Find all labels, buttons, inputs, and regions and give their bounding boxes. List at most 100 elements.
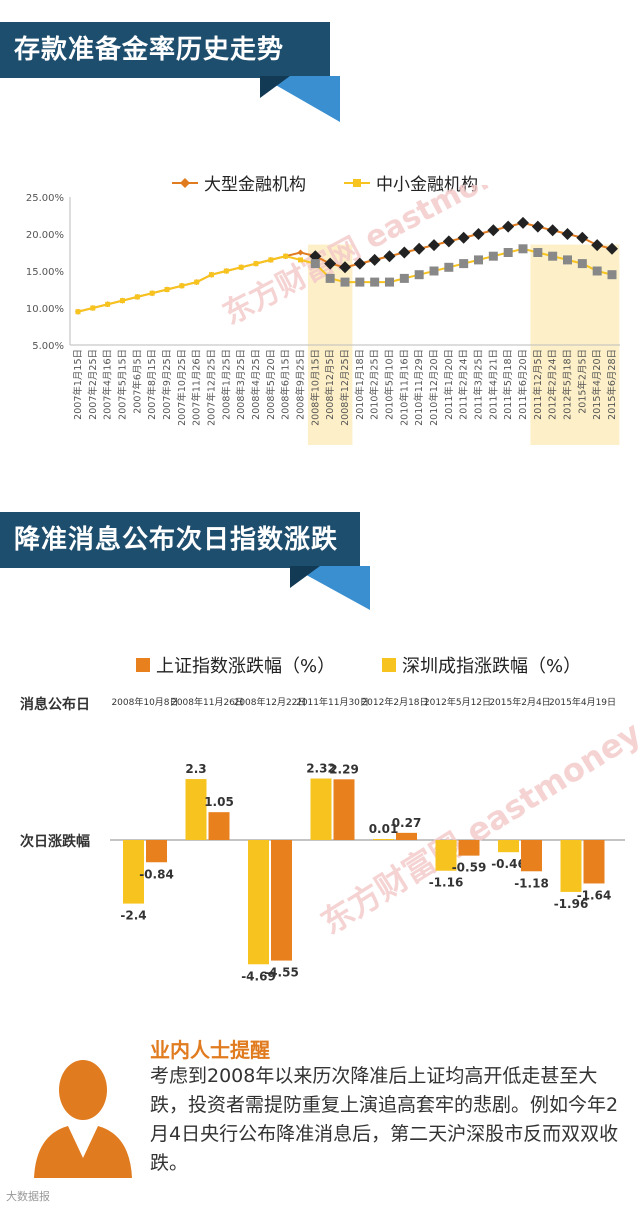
small-point [283, 253, 289, 259]
large-point [398, 246, 411, 259]
sz-bar-label: 0.01 [369, 822, 399, 836]
sz-bar [498, 840, 519, 853]
sh-bar [583, 840, 605, 884]
sz-bar-label: 2.32 [306, 762, 336, 776]
legend-sh-swatch [136, 658, 150, 672]
banner2-fold [290, 566, 370, 610]
section2-title: 降准消息公布次日指数涨跌 [14, 525, 339, 555]
sh-bar [396, 832, 417, 840]
large-point [442, 235, 455, 248]
sz-bar [560, 840, 582, 892]
legend-sz-swatch [382, 658, 396, 672]
small-point [179, 283, 185, 289]
small-point [75, 309, 81, 315]
date-label: 2011年11月30日 [296, 696, 369, 708]
x-tick-label: 2007年4月16日 [102, 349, 114, 420]
tip-title: 业内人士提醒 [150, 1038, 270, 1062]
large-point [457, 231, 470, 244]
x-tick-label: 2007年5月15日 [117, 349, 129, 420]
small-point [105, 301, 111, 307]
date-label: 2008年10月8日 [111, 696, 178, 708]
small-point [134, 294, 140, 300]
y-tick-label: 20.00% [26, 230, 64, 241]
small-point [399, 273, 409, 283]
small-point [253, 261, 259, 267]
small-point [459, 259, 469, 269]
large-point [353, 257, 366, 270]
sh-bar [333, 779, 355, 840]
small-point [370, 277, 380, 287]
small-point [223, 268, 229, 274]
small-point [209, 272, 214, 278]
sz-bar-label: -2.4 [120, 909, 146, 923]
large-point [383, 250, 396, 263]
sh-bar [458, 840, 480, 856]
large-point [517, 216, 529, 229]
sz-bar [435, 840, 457, 871]
date-label: 2015年4月19日 [549, 696, 616, 708]
x-tick-label: 2008年12月5日 [324, 349, 336, 420]
sz-bar-label: -0.46 [491, 857, 526, 871]
x-tick-label: 2011年2月24日 [458, 349, 470, 420]
large-point [368, 253, 381, 266]
section1-title: 存款准备金率历史走势 [14, 35, 285, 65]
large-point [297, 249, 304, 256]
x-tick-label: 2011年1月20日 [443, 349, 455, 420]
date-label: 2012年2月18日 [361, 696, 428, 708]
small-point [194, 279, 200, 285]
legend-sh-label: 上证指数涨跌幅（%） [156, 656, 336, 677]
x-tick-label: 2015年4月20日 [591, 349, 603, 420]
x-tick-label: 2007年8月15日 [146, 349, 158, 420]
x-tick-label: 2010年2月25日 [369, 349, 381, 420]
x-tick-label: 2011年12月5日 [532, 349, 544, 420]
x-tick-label: 2010年5月10日 [384, 349, 396, 420]
x-tick-label: 2015年2月5日 [576, 349, 588, 414]
legend-large-label: 大型金融机构 [204, 175, 306, 195]
sz-bar [373, 839, 394, 840]
small-point [268, 257, 274, 263]
x-tick-label: 2007年10月25日 [176, 349, 188, 426]
footer-source: 大数据报 [6, 1188, 50, 1204]
x-tick-label: 2010年12月20日 [428, 349, 440, 426]
small-point [533, 248, 543, 257]
small-point [310, 259, 320, 269]
line-chart: 5.00%10.00%15.00%20.00%25.00%2007年1月15日 2… [26, 185, 620, 445]
large-point [502, 220, 515, 233]
large-point [309, 250, 322, 263]
sh-bar-label: -4.55 [264, 966, 299, 980]
sh-bar [208, 812, 230, 840]
sz-bar-label: 2.3 [185, 762, 206, 776]
x-tick-label: 2008年10月15日 [309, 349, 321, 426]
x-tick-label: 2007年9月25日 [161, 349, 173, 420]
small-point [548, 251, 558, 261]
x-tick-label: 2010年11月16日 [398, 349, 410, 426]
x-tick-label: 2008年6月15日 [280, 349, 292, 420]
row-label-date: 消息公布日 [20, 697, 90, 713]
legend-small-label: 中小金融机构 [376, 175, 478, 195]
small-point [340, 277, 350, 287]
large-point [472, 228, 485, 240]
sh-bar-label: -0.59 [452, 861, 487, 875]
small-point [488, 251, 498, 261]
sz-bar-label: -4.69 [241, 969, 276, 983]
y-tick-label: 15.00% [26, 267, 64, 278]
x-tick-label: 2010年11月29日 [413, 349, 425, 426]
large-point [428, 239, 440, 252]
x-tick-label: 2012年5月18日 [562, 349, 574, 420]
x-tick-label: 2010年1月18日 [354, 349, 366, 420]
small-point [238, 264, 244, 270]
small-point [444, 262, 454, 272]
x-tick-label: 2007年11月26日 [191, 349, 203, 426]
x-tick-label: 2008年1月25日 [220, 349, 232, 420]
sh-bar-label: -0.84 [139, 867, 174, 881]
small-point [607, 270, 617, 280]
large-point [561, 228, 574, 240]
sh-bar-label: -1.64 [577, 888, 612, 902]
small-point [120, 298, 125, 304]
small-point [355, 277, 365, 287]
sz-bar-label: -1.96 [554, 897, 589, 911]
sh-bar [271, 840, 292, 961]
x-tick-label: 2008年3月25日 [235, 349, 247, 420]
section1-banner: 存款准备金率历史走势 [0, 22, 330, 78]
large-point [487, 224, 500, 237]
